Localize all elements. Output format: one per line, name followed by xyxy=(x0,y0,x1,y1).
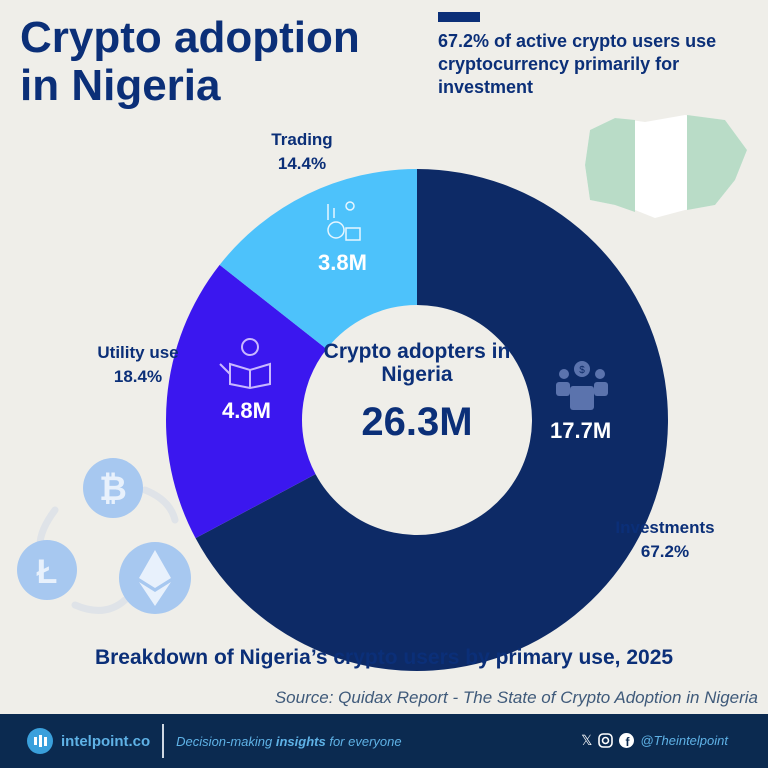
tagline-pre: Decision-making xyxy=(176,733,276,749)
svg-text:₿: ₿ xyxy=(99,470,127,508)
highlight-text: 67.2% of active crypto users use cryptoc… xyxy=(438,31,717,97)
footer-divider xyxy=(162,724,165,758)
label-utility-pct: 18.4% xyxy=(113,367,163,386)
slice-trading xyxy=(219,169,417,349)
nigeria-flag-map-icon xyxy=(585,115,747,218)
label-investments-pct: 67.2% xyxy=(640,542,690,561)
x-icon[interactable]: 𝕏 xyxy=(581,732,593,748)
value-trading: 3.8M xyxy=(318,250,367,275)
source-note: Source: Quidax Report - The State of Cry… xyxy=(274,688,758,707)
label-trading: Trading 14.4% xyxy=(262,128,342,176)
donut-center: Crypto adopters in Nigeria 26.3M xyxy=(302,340,532,445)
svg-text:f: f xyxy=(626,735,631,748)
title-line-2: in Nigeria xyxy=(20,61,221,110)
trader-coins-icon xyxy=(327,201,361,241)
businessman-dollar-icon: $ xyxy=(556,361,608,410)
person-reading-icon xyxy=(219,338,271,390)
tagline-bold: insights xyxy=(275,733,326,749)
label-utility: Utility use 18.4% xyxy=(82,341,194,389)
brand-link[interactable]: intelpoint.co xyxy=(61,732,151,750)
label-trading-name: Trading xyxy=(271,130,333,149)
intelpoint-logo-icon xyxy=(27,728,53,754)
instagram-icon[interactable] xyxy=(598,733,614,748)
slice-utility-use xyxy=(165,264,327,539)
page-title: Crypto adoption in Nigeria xyxy=(20,14,360,110)
svg-text:Ł: Ł xyxy=(37,553,58,591)
highlight-bar xyxy=(438,12,480,22)
label-investments-name: Investments xyxy=(615,518,715,537)
label-trading-pct: 14.4% xyxy=(277,154,327,173)
value-utility: 4.8M xyxy=(222,398,271,423)
footer: intelpoint.co Decision-making insights f… xyxy=(0,714,768,768)
social-handle[interactable]: @Theintelpoint xyxy=(640,733,728,748)
tagline-post: for everyone xyxy=(325,733,402,749)
chart-subtitle: Breakdown of Nigeria’s crypto users by p… xyxy=(94,646,674,669)
center-label: Crypto adopters in Nigeria xyxy=(323,340,511,386)
social-links: 𝕏 f @Theintelpoint xyxy=(581,732,728,749)
svg-text:$: $ xyxy=(579,365,585,376)
title-line-1: Crypto adoption xyxy=(20,13,360,62)
value-investments: 17.7M xyxy=(550,418,612,443)
slice-investments xyxy=(195,169,668,671)
center-value: 26.3M xyxy=(361,400,473,444)
label-utility-name: Utility use xyxy=(97,343,179,362)
facebook-icon[interactable]: f xyxy=(619,733,635,748)
tagline: Decision-making insights for everyone xyxy=(176,734,401,749)
crypto-coins-icon: ₿ Ł xyxy=(17,458,191,614)
label-investments: Investments 67.2% xyxy=(600,516,730,564)
